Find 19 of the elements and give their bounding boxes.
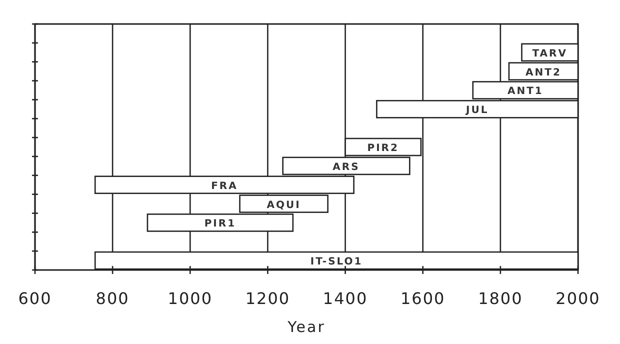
y-tick-label: AQUI [266,200,301,211]
y-tick-label: TARV [532,48,568,60]
x-tick-label: 1800 [478,289,523,308]
x-tick-label: 1400 [322,289,368,308]
y-tick-label: ARS [332,162,360,173]
x-tick-label: 1600 [400,289,446,308]
y-tick-label: ANT1 [508,86,544,98]
x-tick-label: 1200 [245,289,290,308]
y-tick-label: JUL [464,105,489,116]
y-tick-label: PIR1 [204,218,236,230]
y-tick-label: PIR2 [367,143,399,154]
y-tick-label: FRA [211,180,238,192]
x-tick-label: 1000 [168,289,212,308]
x-tick-label: 600 [18,289,52,308]
y-tick-label: IT-SLO1 [310,256,363,268]
y-tick-label: ANT2 [526,67,562,78]
x-axis-title: Year [286,318,326,336]
x-tick-label: 800 [96,289,130,308]
x-tick-label: 2000 [556,289,600,308]
